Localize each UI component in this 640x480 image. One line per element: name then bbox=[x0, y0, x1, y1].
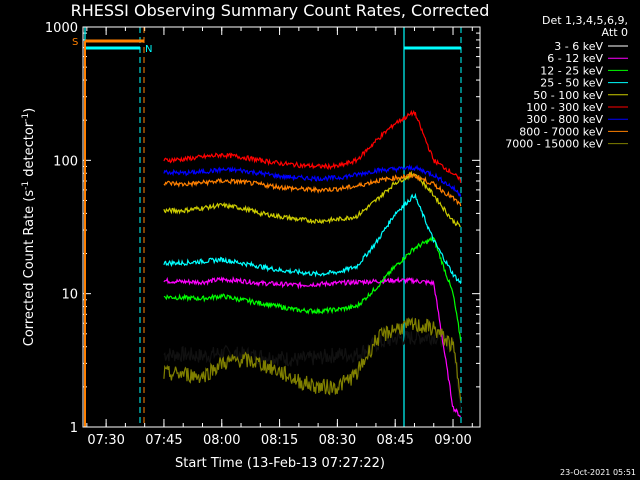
series-line bbox=[163, 164, 462, 198]
legend-label: 3 - 6 keV bbox=[554, 40, 603, 53]
y-axis-label-end: ) bbox=[22, 108, 37, 113]
x-ticks: 07:30 07:45 08:00 08:15 08:30 08:45 09:00 bbox=[86, 27, 473, 448]
legend-label: 100 - 300 keV bbox=[526, 101, 603, 114]
y-tick-label: 10 bbox=[61, 288, 78, 303]
x-tick-label: 07:45 bbox=[145, 433, 182, 448]
annotation-n: N bbox=[145, 44, 152, 55]
attenuator-markers bbox=[84, 27, 462, 427]
legend-label: 300 - 800 keV bbox=[526, 113, 603, 126]
series-line bbox=[163, 276, 462, 418]
series-line bbox=[163, 192, 462, 284]
y-axis-label-sup1: -1 bbox=[21, 181, 31, 190]
series-line bbox=[163, 236, 462, 342]
legend-header-line2: Att 0 bbox=[602, 26, 628, 39]
x-tick-label: 08:45 bbox=[376, 433, 413, 448]
y-axis-label-mid: detector bbox=[22, 121, 37, 181]
series-line bbox=[163, 170, 461, 228]
legend-label: 50 - 100 keV bbox=[533, 89, 603, 102]
legend-label: 7000 - 15000 keV bbox=[505, 138, 603, 151]
y-tick-label: 100 bbox=[53, 154, 78, 169]
x-tick-label: 07:30 bbox=[87, 433, 124, 448]
x-tick-label: 08:15 bbox=[261, 433, 298, 448]
x-axis-label: Start Time (13-Feb-13 07:27:22) bbox=[175, 456, 385, 471]
x-tick-label: 08:00 bbox=[203, 433, 240, 448]
y-tick-label: 1000 bbox=[45, 21, 78, 36]
annotations: SN bbox=[72, 37, 152, 55]
series-line bbox=[163, 317, 462, 401]
chart-title: RHESSI Observing Summary Count Rates, Co… bbox=[71, 1, 490, 20]
legend-label: 25 - 50 keV bbox=[540, 77, 603, 90]
x-tick-label: 08:30 bbox=[319, 433, 356, 448]
y-ticks: 1 10 100 1000 bbox=[45, 21, 480, 436]
legend-label: 12 - 25 keV bbox=[540, 64, 603, 77]
legend-label: 6 - 12 keV bbox=[547, 52, 603, 65]
series-line bbox=[163, 329, 462, 411]
series-group bbox=[163, 109, 462, 418]
legend-header-line1: Det 1,3,4,5,6,9, bbox=[542, 14, 628, 27]
y-axis-label-main: Corrected Count Rate (s bbox=[22, 190, 37, 347]
timestamp: 23-Oct-2021 05:51 bbox=[560, 468, 636, 477]
y-tick-label: 1 bbox=[70, 421, 78, 436]
x-tick-label: 09:00 bbox=[434, 433, 471, 448]
series-line bbox=[163, 109, 462, 183]
y-axis-label-sup2: -1 bbox=[21, 113, 31, 122]
annotation-s: S bbox=[72, 37, 78, 48]
legend-label: 800 - 7000 keV bbox=[519, 125, 603, 138]
plot-frame bbox=[82, 26, 481, 428]
series-line bbox=[163, 171, 462, 207]
y-axis-label: Corrected Count Rate (s-1 detector-1) bbox=[21, 108, 37, 346]
